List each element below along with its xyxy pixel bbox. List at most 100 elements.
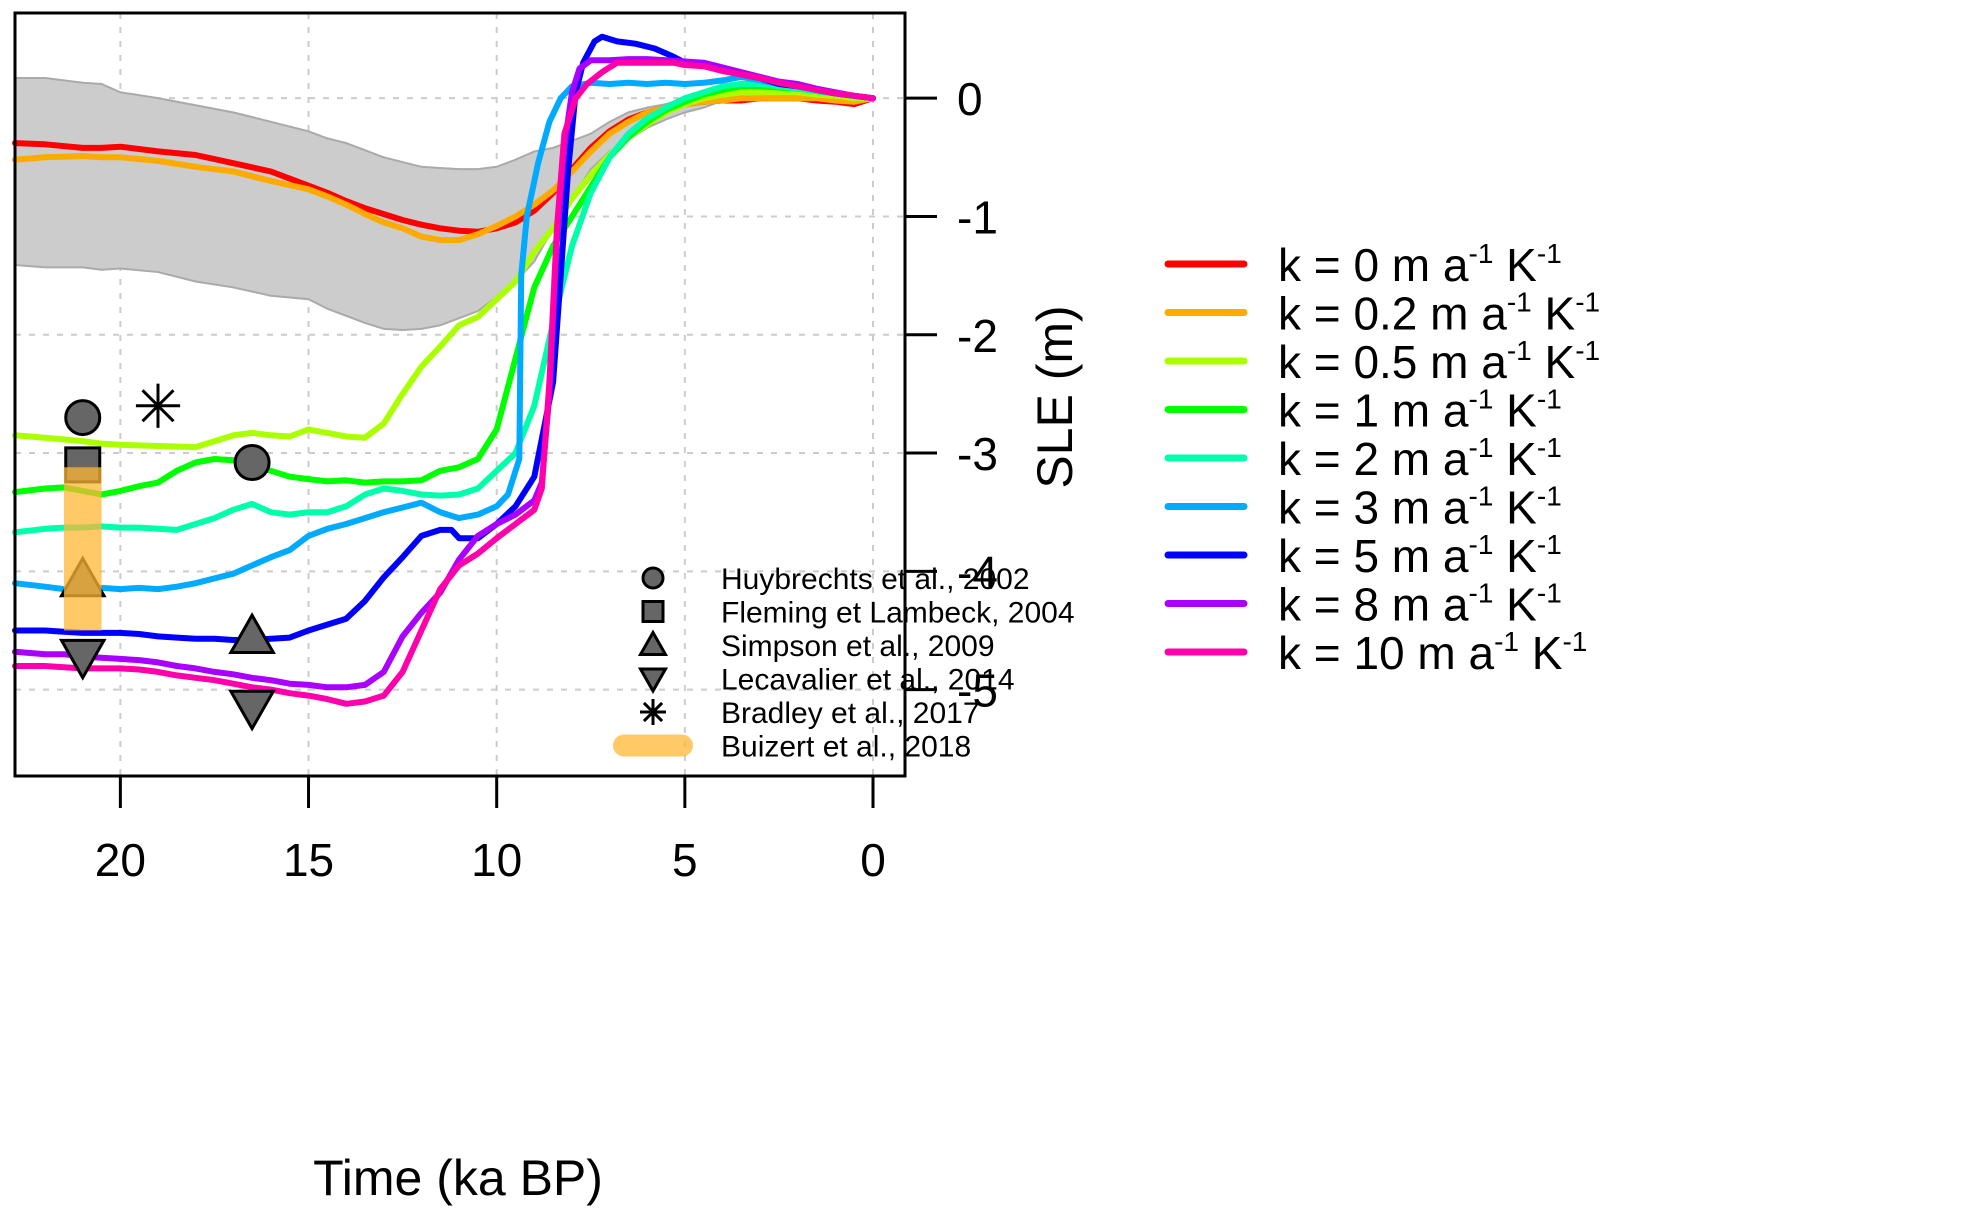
legend-entry-k-8: k = 8 m a-1 K-1 <box>1164 578 1562 631</box>
legend-entry-k-1: k = 1 m a-1 K-1 <box>1164 384 1562 437</box>
series-line-k-8 <box>12 56 876 691</box>
legend-text-part: m a <box>1379 385 1469 437</box>
legend-entry-k-2: k = 2 m a-1 K-1 <box>1164 432 1562 485</box>
marker-circle <box>233 444 271 482</box>
plot-frame <box>13 11 907 778</box>
legend-exponent: -1 <box>1562 626 1587 657</box>
legend-text-part: K <box>1493 482 1537 534</box>
legend-text-part: K <box>1532 288 1576 340</box>
legend-exponent: -1 <box>1537 481 1562 512</box>
marker-asterisk <box>135 383 181 428</box>
observation-legend-label: Lecavalier et al., 2014 <box>721 664 1015 697</box>
legend-entry-k-10: k = 10 m a-1 K-1 <box>1164 626 1587 679</box>
legend-label: k = 1 m a-1 K-1 <box>1278 384 1562 437</box>
legend-text-part: m a <box>1379 482 1469 534</box>
y-tick-label: -1 <box>957 191 998 243</box>
legend-exponent: -1 <box>1469 238 1494 269</box>
series-line-k-0_2 <box>12 95 876 244</box>
legend-text-part: 0 <box>1353 239 1379 291</box>
x-tick-label: 20 <box>95 834 146 886</box>
legend-exponent: -1 <box>1537 384 1562 415</box>
legend-text-part: m a <box>1417 288 1507 340</box>
legend-label: k = 2 m a-1 K-1 <box>1278 432 1562 485</box>
legend-entry-k-0_2: k = 0.2 m a-1 K-1 <box>1164 287 1600 340</box>
legend-exponent: -1 <box>1575 287 1600 318</box>
observation-legend-label: Huybrechts et al., 2002 <box>721 563 1030 596</box>
legend-exponent: -1 <box>1575 335 1600 366</box>
y-tick-label: 0 <box>957 73 983 125</box>
series-line-k-10 <box>12 59 876 707</box>
legend-entry-k-3: k = 3 m a-1 K-1 <box>1164 481 1562 534</box>
x-tick-label: 15 <box>283 834 334 886</box>
legend-swatch-bar <box>613 734 693 757</box>
marker-triangle-up <box>228 612 276 655</box>
legend-entry-k-0: k = 0 m a-1 K-1 <box>1164 238 1562 291</box>
legend-text-part: K <box>1493 239 1537 291</box>
legend-text-part: 5 <box>1353 530 1379 582</box>
marker-circle <box>64 399 102 437</box>
legend-label: k = 10 m a-1 K-1 <box>1278 626 1587 679</box>
legend-exponent: -1 <box>1469 481 1494 512</box>
legend-label: k = 8 m a-1 K-1 <box>1278 578 1562 631</box>
legend-text-part: K <box>1519 627 1563 679</box>
legend-text-part: k = <box>1278 336 1353 388</box>
legend-text-part: k = <box>1278 530 1353 582</box>
observation-legend-label: Buizert et al., 2018 <box>721 731 971 764</box>
legend-text-part: m a <box>1379 579 1469 631</box>
legend-exponent: -1 <box>1507 287 1532 318</box>
x-tick-label: 5 <box>672 834 698 886</box>
legend-text-part: m a <box>1405 627 1495 679</box>
legend-text-part: 2 <box>1353 433 1379 485</box>
series-line-k-3 <box>12 73 876 593</box>
legend-text-part: 8 <box>1353 579 1379 631</box>
legend-text-part: k = <box>1278 579 1353 631</box>
series-line-k-0_5 <box>12 89 876 451</box>
x-tick-label: 10 <box>471 834 522 886</box>
uncertainty-band <box>14 77 874 332</box>
legend-label: k = 5 m a-1 K-1 <box>1278 529 1562 582</box>
observation-legend-label: Simpson et al., 2009 <box>721 630 995 663</box>
legend-exponent: -1 <box>1537 432 1562 463</box>
x-axis-title: Time (ka BP) <box>313 1150 603 1206</box>
y-axis-title: SLE (m) <box>1027 305 1083 488</box>
legend-text-part: k = <box>1278 239 1353 291</box>
legend-text-part: 0.5 <box>1353 336 1417 388</box>
model-series <box>12 33 876 707</box>
legend-exponent: -1 <box>1507 335 1532 366</box>
legend-text-part: k = <box>1278 627 1353 679</box>
legend-text-part: K <box>1493 433 1537 485</box>
legend-text-part: 10 <box>1353 627 1404 679</box>
legend-text-part: m a <box>1417 336 1507 388</box>
legend-exponent: -1 <box>1469 578 1494 609</box>
observation-legend-label: Bradley et al., 2017 <box>721 697 980 730</box>
y-tick-label: -2 <box>957 310 998 362</box>
legend-entry-k-5: k = 5 m a-1 K-1 <box>1164 529 1562 582</box>
legend-label: k = 3 m a-1 K-1 <box>1278 481 1562 534</box>
legend-exponent: -1 <box>1537 529 1562 560</box>
y-axis: 0 -1 -2 -3 -4 -5 <box>905 73 998 717</box>
legend-text-part: m a <box>1379 530 1469 582</box>
legend-text-part: m a <box>1379 433 1469 485</box>
legend-marker-asterisk <box>640 699 666 725</box>
x-tick-label: 0 <box>860 834 886 886</box>
legend-label: k = 0.2 m a-1 K-1 <box>1278 287 1600 340</box>
legend-marker-square <box>641 600 665 623</box>
series-legend: k = 0 m a-1 K-1k = 0.2 m a-1 K-1k = 0.5 … <box>1164 238 1600 679</box>
legend-exponent: -1 <box>1469 384 1494 415</box>
observation-legend-label: Fleming et Lambeck, 2004 <box>721 597 1075 630</box>
series-line-k-2 <box>12 81 876 536</box>
legend-exponent: -1 <box>1469 432 1494 463</box>
legend-exponent: -1 <box>1469 529 1494 560</box>
buizert-range-bar <box>63 467 102 631</box>
legend-text-part: k = <box>1278 433 1353 485</box>
marker-triangle-down <box>228 689 276 732</box>
legend-text-part: K <box>1493 579 1537 631</box>
x-axis: 20 15 10 5 0 <box>95 776 886 886</box>
uncertainty-band-area <box>14 77 874 332</box>
legend-marker-triangle-up <box>637 629 669 656</box>
legend-entry-k-0_5: k = 0.5 m a-1 K-1 <box>1164 335 1600 388</box>
legend-text-part: 1 <box>1353 385 1379 437</box>
observation-markers <box>58 383 276 732</box>
legend-marker-triangle-down <box>637 667 669 695</box>
